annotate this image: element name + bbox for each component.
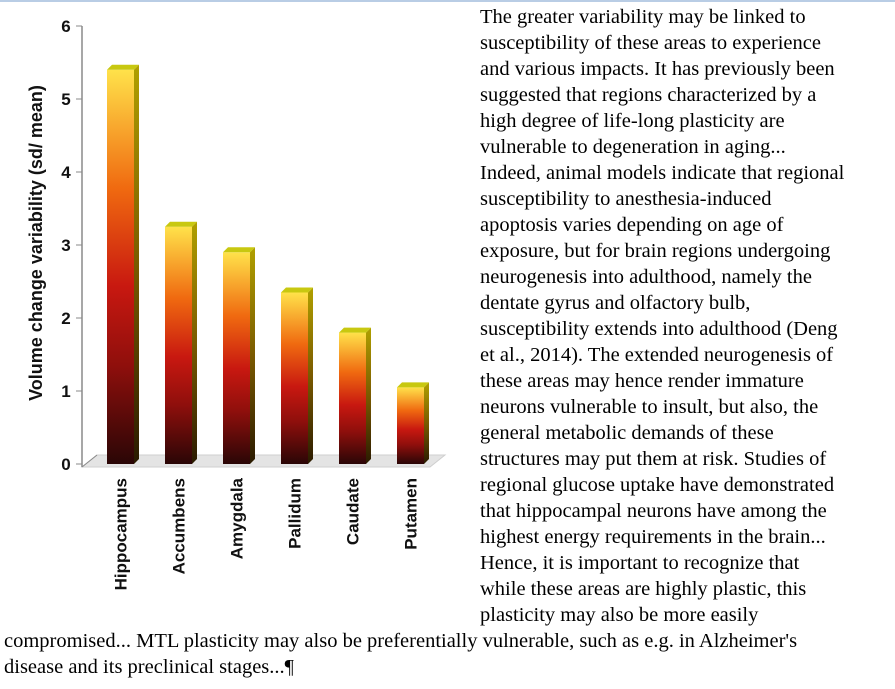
text-line: that hippocampal neurons have among the — [480, 500, 827, 522]
y-tick-label: 1 — [61, 382, 70, 401]
bar-top — [397, 382, 429, 388]
text-line: structures may put them at risk. Studies… — [480, 448, 827, 470]
bar-hippocampus — [107, 64, 139, 465]
text-line: these areas may hence render immature — [480, 370, 804, 392]
text-line: vulnerable to degeneration in aging... — [480, 136, 786, 158]
bar-side — [134, 64, 139, 465]
bar-front — [223, 252, 250, 464]
bar-front — [281, 292, 308, 464]
text-line: et al., 2014). The extended neurogenesis… — [480, 344, 834, 366]
bar-pallidum — [281, 287, 313, 464]
bar-accumbens — [165, 221, 197, 464]
body-paragraph-right: The greater variability may be linked to… — [480, 4, 890, 628]
text-line: disease and its preclinical stages...¶ — [4, 656, 294, 678]
x-tick-label: Caudate — [344, 478, 363, 545]
text-line: dentate gyrus and olfactory bulb, — [480, 292, 751, 314]
y-tick-label: 0 — [61, 455, 70, 474]
bar-side — [250, 247, 255, 464]
text-line: while these areas are highly plastic, th… — [480, 578, 807, 600]
text-line: Hence, it is important to recognize that — [480, 552, 800, 574]
top-border — [0, 0, 895, 2]
bars — [107, 64, 429, 465]
text-line: susceptibility to anesthesia-induced — [480, 188, 772, 210]
text-line: highest energy requirements in the brain… — [480, 526, 826, 548]
x-tick-label: Putamen — [402, 478, 421, 550]
bar-top — [339, 327, 371, 333]
x-tick-label: Accumbens — [170, 478, 189, 574]
x-tick-label: Amygdala — [228, 477, 247, 559]
x-tick-labels: Hippocampus Accumbens Amygdala Pallidum Caud… — [112, 477, 421, 590]
bar-side — [366, 327, 371, 464]
text-line: and various impacts. It has previously b… — [480, 58, 835, 80]
bar-top — [107, 64, 139, 70]
text-line: regional glucose uptake have demonstrate… — [480, 474, 835, 496]
bar-caudate — [339, 327, 371, 464]
bar-top — [281, 287, 313, 293]
x-tick-label: Hippocampus — [112, 478, 131, 590]
text-line: high degree of life-long plasticity are — [480, 110, 785, 132]
text-line: exposure, but for brain regions undergoi… — [480, 240, 831, 262]
text-line: neurogenesis into adulthood, namely the — [480, 266, 812, 288]
text-line: compromised... MTL plasticity may also b… — [4, 630, 798, 652]
bar-top — [165, 221, 197, 227]
bar-front — [339, 332, 366, 464]
y-tick-label: 6 — [61, 17, 70, 36]
y-tick-label: 3 — [61, 236, 70, 255]
bar-top — [223, 247, 255, 253]
bar-side — [192, 221, 197, 464]
text-line: general metabolic demands of these — [480, 422, 774, 444]
y-axis-3d-edge — [81, 454, 98, 468]
y-tick-label: 5 — [61, 90, 70, 109]
bar-putamen — [397, 382, 429, 464]
x-tick-label: Pallidum — [286, 478, 305, 549]
bar-chart: 0 1 2 3 4 5 6 Hippocampus Accumbens Amygdala Pall… — [26, 17, 447, 590]
text-line: apoptosis varies depending on age of — [480, 214, 784, 236]
bar-front — [107, 69, 134, 465]
text-line: suggested that regions characterized by … — [480, 84, 817, 106]
text-line: plasticity may also be more easily — [480, 604, 759, 626]
bar-front — [397, 387, 424, 464]
y-axis-label: Volume change variability (sd/ mean) — [26, 85, 46, 401]
y-tick-label: 2 — [61, 309, 70, 328]
bar-side — [308, 287, 313, 464]
bar-side — [424, 382, 429, 464]
text-line: Indeed, animal models indicate that regi… — [480, 162, 845, 184]
body-paragraph-bottom: compromised... MTL plasticity may also b… — [4, 628, 894, 680]
bar-amygdala — [223, 247, 255, 464]
text-line: susceptibility of these areas to experie… — [480, 32, 821, 54]
bar-front — [165, 226, 192, 464]
y-tick-label: 4 — [61, 163, 71, 182]
text-line: susceptibility extends into adulthood (D… — [480, 318, 838, 340]
text-line: neurons vulnerable to insult, but also, … — [480, 396, 819, 418]
y-tick-labels: 0 1 2 3 4 5 6 — [61, 17, 82, 474]
text-line: The greater variability may be linked to — [480, 6, 806, 28]
